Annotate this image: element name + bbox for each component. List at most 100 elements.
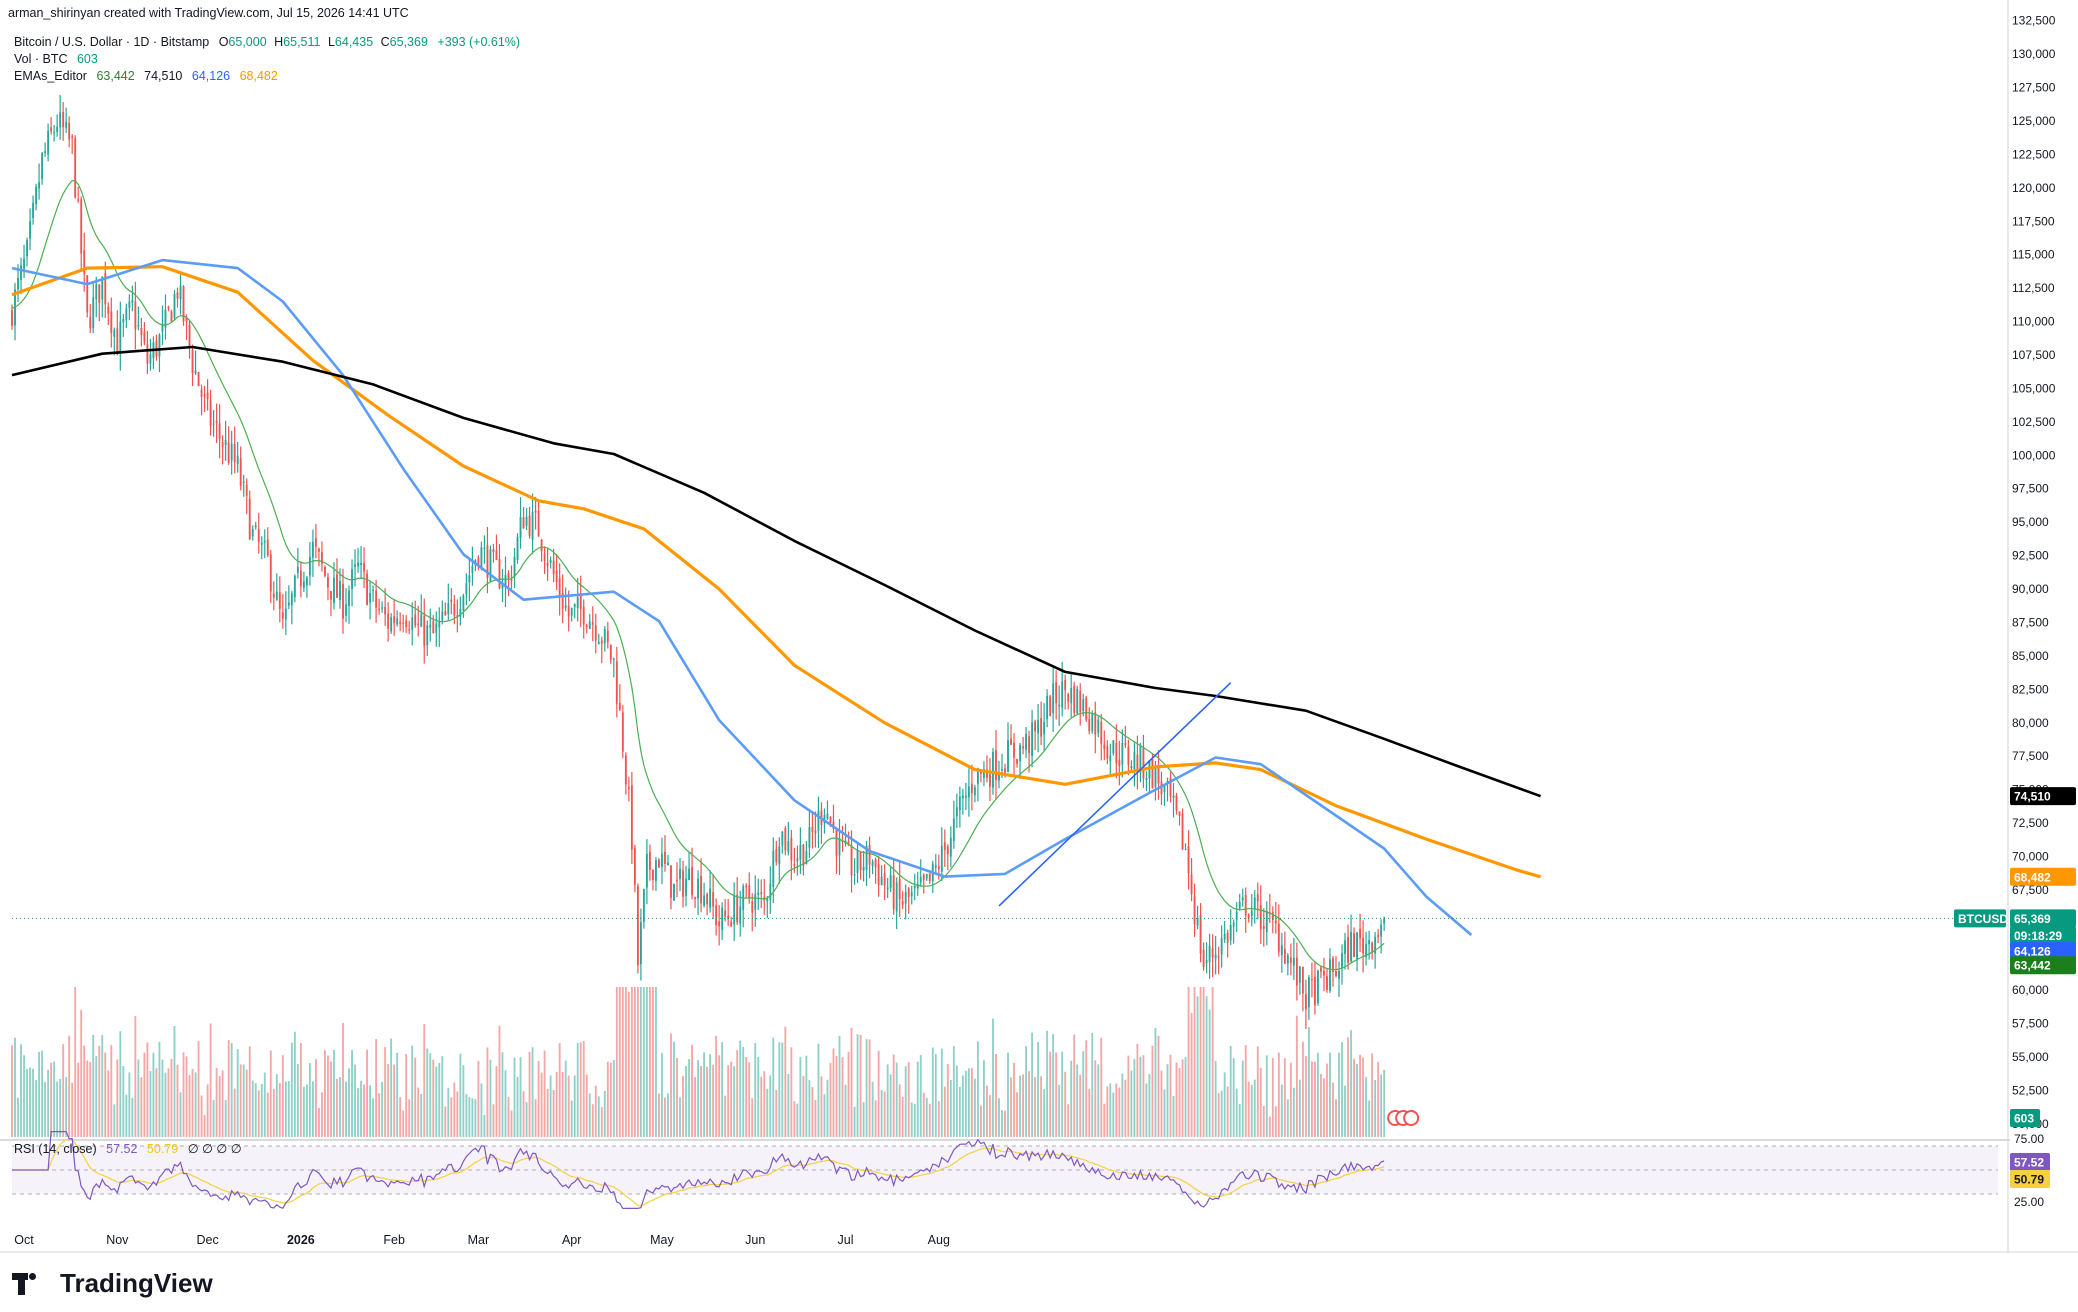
candle-body — [1028, 736, 1031, 753]
volume-bar — [739, 1040, 742, 1137]
candle-body — [317, 548, 320, 552]
candle-body — [1154, 765, 1157, 787]
candle-body — [667, 862, 669, 866]
volume-bar — [1371, 1053, 1374, 1137]
ema-legend[interactable]: EMAs_Editor 63,442 74,510 64,126 68,482 — [14, 68, 278, 84]
trendline[interactable] — [998, 682, 1232, 907]
volume-bar — [1073, 1034, 1076, 1137]
volume-bar — [748, 1062, 751, 1137]
volume-bar — [1001, 1110, 1003, 1137]
volume-bar — [949, 1080, 952, 1137]
candle-body — [381, 607, 384, 609]
volume-bar — [955, 1065, 958, 1137]
volume-legend[interactable]: Vol · BTC 603 — [14, 51, 98, 67]
candle-body — [203, 394, 206, 396]
candle-body — [83, 250, 86, 274]
rsi-legend[interactable]: RSI (14, close) 57.52 50.79 ∅ ∅ ∅ ∅ — [14, 1141, 242, 1157]
candle-body — [1329, 959, 1331, 991]
volume-label: 603 — [2014, 1112, 2034, 1126]
rsi-ma-value-label-bg — [2010, 1170, 2050, 1188]
volume-bar — [564, 1060, 567, 1137]
volume-bar — [35, 1079, 38, 1137]
volume-bar — [579, 1042, 582, 1137]
candle-body — [1320, 967, 1322, 972]
volume-bar — [835, 1055, 838, 1137]
volume-bar — [390, 1038, 393, 1137]
candle-body — [540, 539, 543, 552]
candle-body — [934, 865, 937, 868]
volume-bar — [324, 1050, 326, 1137]
volume-bar — [384, 1047, 387, 1137]
volume-bar — [823, 1094, 826, 1137]
candle-body — [1133, 752, 1136, 770]
volume-bar — [979, 1105, 982, 1137]
volume-bar — [1022, 1074, 1024, 1137]
candle-body — [889, 874, 892, 888]
candle-body — [748, 885, 751, 899]
volume-bar — [799, 1057, 802, 1137]
candle-body — [633, 847, 636, 885]
volume-bar — [260, 1084, 263, 1137]
volume-bar — [889, 1074, 892, 1137]
volume-bar — [727, 1065, 730, 1137]
volume-bar — [540, 1072, 543, 1137]
volume-bar — [603, 1090, 606, 1137]
candle-body — [107, 306, 110, 314]
volume-bar — [1347, 1037, 1349, 1137]
candle-body — [11, 310, 13, 326]
candle-body — [516, 536, 519, 561]
volume-bar — [763, 1071, 766, 1137]
volume-bar — [937, 1101, 940, 1137]
candle-body — [314, 538, 317, 547]
close-label: C — [380, 35, 390, 49]
volume-bar — [775, 1089, 778, 1137]
volume-bar — [989, 1095, 991, 1137]
candle-body — [38, 182, 41, 189]
volume-bar — [943, 1086, 946, 1137]
volume-bar — [212, 1099, 215, 1137]
volume-bar — [652, 987, 654, 1137]
candle-body — [32, 202, 34, 219]
volume-bar — [528, 1051, 531, 1137]
candle-body — [910, 892, 913, 897]
volume-bar — [1292, 1087, 1295, 1137]
close-value: 65,369 — [389, 35, 428, 49]
volume-bar — [931, 1047, 934, 1137]
candle-body — [1091, 714, 1094, 732]
volume-bar — [348, 1068, 350, 1137]
volume-bar — [366, 1049, 369, 1137]
volume-bar — [561, 1071, 564, 1137]
candle-body — [880, 876, 883, 886]
symbol-legend[interactable]: Bitcoin / U.S. Dollar · 1D · Bitstamp O6… — [14, 34, 520, 50]
candle-body — [1151, 759, 1154, 789]
volume-bar — [308, 1063, 311, 1137]
volume-bar — [1217, 1093, 1220, 1137]
y-tick-label: 115,000 — [2012, 248, 2055, 262]
candle-body — [1301, 966, 1304, 994]
candle-body — [176, 292, 179, 299]
volume-bar — [829, 1063, 832, 1137]
candle-body — [826, 813, 829, 819]
candle-body — [408, 629, 411, 631]
volume-bar — [170, 1059, 173, 1137]
candle-body — [1172, 795, 1175, 798]
candle-body — [113, 329, 116, 337]
volume-bar — [1323, 1078, 1325, 1137]
candle-body — [588, 621, 591, 629]
candle-body — [417, 623, 420, 625]
candle-body — [877, 863, 880, 885]
symbol-name: Bitcoin / U.S. Dollar · 1D · Bitstamp — [14, 35, 210, 49]
candle-body — [230, 443, 233, 461]
volume-bar — [1103, 1103, 1106, 1137]
candle-body — [1383, 918, 1386, 924]
volume-bar — [71, 1082, 74, 1137]
volume-bar — [784, 1026, 787, 1137]
tradingview-logo[interactable]: TradingView — [12, 1268, 213, 1299]
volume-bar — [1226, 1086, 1229, 1137]
volume-bar — [543, 1050, 546, 1137]
economic-event-flag-icon[interactable] — [1403, 1110, 1420, 1126]
volume-bar — [664, 1097, 666, 1137]
candle-body — [131, 300, 134, 303]
volume-bar — [1097, 1064, 1100, 1137]
